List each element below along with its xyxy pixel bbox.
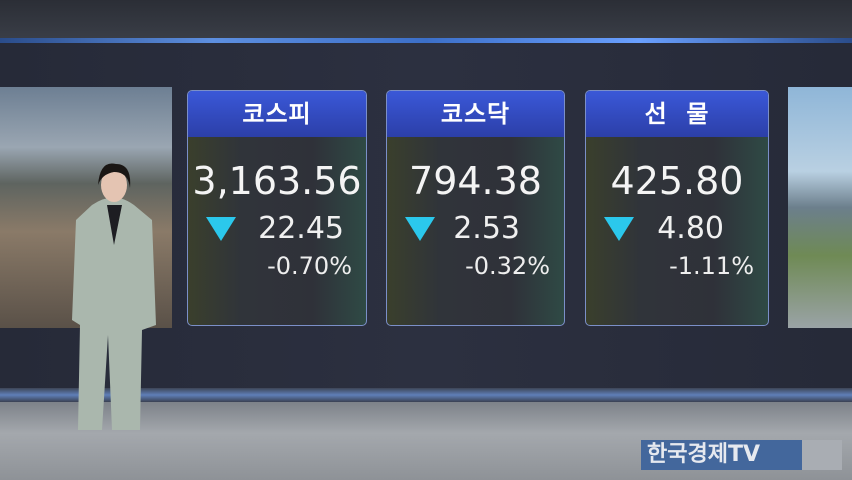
- change-value: 4.80: [657, 211, 724, 246]
- news-presenter: [72, 163, 156, 430]
- ceiling: [0, 0, 852, 40]
- logo-box: [802, 440, 842, 470]
- change-percent: -0.70%: [267, 252, 352, 280]
- channel-logo: 한국경제TV: [641, 440, 802, 470]
- card-title: 코스피: [188, 91, 366, 137]
- down-triangle-icon: [604, 216, 634, 241]
- change-percent: -0.32%: [465, 252, 550, 280]
- light-strip-top: [0, 38, 852, 43]
- futures-card: 선 물 425.80 4.80 -1.11%: [585, 90, 769, 326]
- change-value: 2.53: [453, 211, 520, 246]
- index-value: 794.38: [409, 159, 542, 203]
- down-triangle-icon: [405, 216, 435, 241]
- change-value: 22.45: [258, 211, 344, 246]
- kospi-card: 코스피 3,163.56 22.45 -0.70%: [187, 90, 367, 326]
- city-photo-right: [788, 87, 852, 328]
- light-strip-bottom: [0, 388, 852, 402]
- index-value: 425.80: [610, 159, 744, 203]
- down-triangle-icon: [206, 216, 236, 241]
- change-percent: -1.11%: [669, 252, 754, 280]
- kosdaq-card: 코스닥 794.38 2.53 -0.32%: [386, 90, 565, 326]
- card-title: 코스닥: [387, 91, 564, 137]
- card-title: 선 물: [586, 91, 768, 137]
- index-value: 3,163.56: [192, 159, 362, 203]
